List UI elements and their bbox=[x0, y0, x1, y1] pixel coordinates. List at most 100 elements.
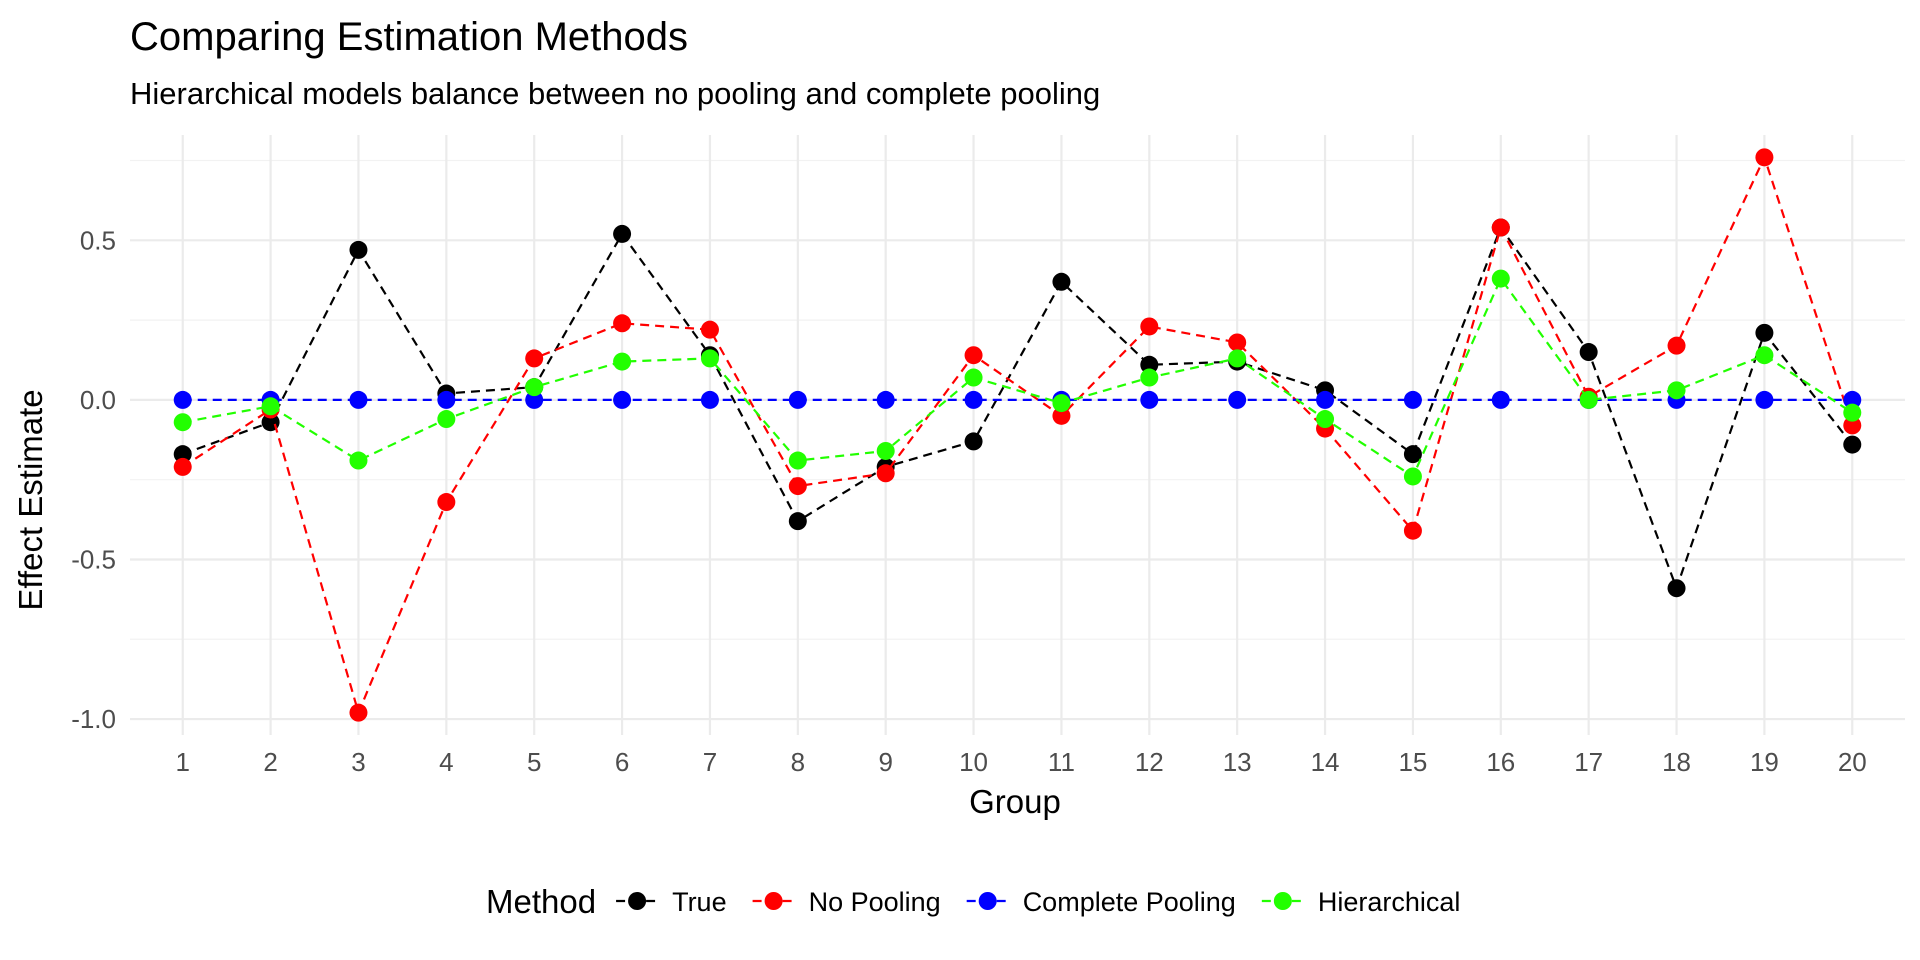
data-point-hierarchical bbox=[964, 368, 983, 387]
x-tick-label: 1 bbox=[175, 747, 189, 777]
legend-label-complete-pooling: Complete Pooling bbox=[1023, 887, 1236, 917]
data-point-complete-pooling bbox=[437, 390, 456, 409]
data-point-true bbox=[1403, 445, 1422, 464]
x-axis-ticks: 1 2 3 4 5 6 7 8 9 10 11 12 13 14 15 16 17 18 19 20 bbox=[175, 747, 1866, 777]
y-tick-label: 0.5 bbox=[80, 225, 116, 255]
legend-key-point-complete-pooling bbox=[978, 892, 997, 910]
chart-subtitle: Hierarchical models balance between no p… bbox=[130, 76, 1100, 111]
grid bbox=[130, 135, 1905, 735]
data-point-no-pooling bbox=[964, 346, 983, 365]
data-point-no-pooling bbox=[700, 320, 719, 339]
series-layer bbox=[173, 148, 1862, 722]
data-point-hierarchical bbox=[261, 397, 280, 416]
data-point-no-pooling bbox=[525, 349, 544, 368]
y-tick-label: 0.0 bbox=[80, 385, 116, 415]
data-point-hierarchical bbox=[1316, 410, 1335, 429]
data-point-no-pooling bbox=[1052, 406, 1071, 425]
data-point-no-pooling bbox=[788, 477, 807, 496]
data-point-true bbox=[613, 224, 632, 243]
x-tick-label: 3 bbox=[351, 747, 365, 777]
data-point-hierarchical bbox=[1140, 368, 1159, 387]
data-point-no-pooling bbox=[1843, 416, 1862, 435]
legend-label-true: True bbox=[672, 887, 727, 917]
legend-title: Method bbox=[486, 883, 596, 920]
data-point-complete-pooling bbox=[1755, 390, 1774, 409]
data-point-hierarchical bbox=[437, 410, 456, 429]
legend-label-hierarchical: Hierarchical bbox=[1318, 887, 1461, 917]
data-point-true bbox=[788, 512, 807, 531]
data-point-complete-pooling bbox=[788, 390, 807, 409]
data-point-true bbox=[1755, 323, 1774, 342]
x-axis-title: Group bbox=[969, 783, 1061, 820]
x-tick-label: 12 bbox=[1135, 747, 1164, 777]
data-point-complete-pooling bbox=[525, 390, 544, 409]
x-tick-label: 7 bbox=[703, 747, 717, 777]
data-point-hierarchical bbox=[1491, 269, 1510, 288]
data-point-complete-pooling bbox=[964, 390, 983, 409]
x-tick-label: 18 bbox=[1662, 747, 1691, 777]
series-line-true bbox=[182, 225, 1854, 592]
data-point-hierarchical bbox=[1667, 381, 1686, 400]
data-point-complete-pooling bbox=[173, 390, 192, 409]
data-point-no-pooling bbox=[1140, 317, 1159, 336]
legend-key-point-hierarchical bbox=[1273, 892, 1292, 910]
data-point-no-pooling bbox=[349, 703, 368, 722]
data-point-true bbox=[1843, 435, 1862, 454]
data-point-no-pooling bbox=[173, 457, 192, 476]
legend-items: True No Pooling Complete Pooling Hierarchic… bbox=[616, 887, 1460, 917]
data-point-complete-pooling bbox=[700, 390, 719, 409]
x-tick-label: 2 bbox=[263, 747, 277, 777]
data-point-no-pooling bbox=[1491, 218, 1510, 237]
x-tick-label: 19 bbox=[1750, 747, 1779, 777]
data-point-complete-pooling bbox=[349, 390, 368, 409]
x-tick-label: 17 bbox=[1574, 747, 1603, 777]
data-point-no-pooling bbox=[1667, 336, 1686, 355]
data-point-hierarchical bbox=[1843, 403, 1862, 422]
data-point-true bbox=[1579, 343, 1598, 362]
series-line-hierarchical bbox=[182, 276, 1853, 479]
y-tick-label: -1.0 bbox=[71, 704, 116, 734]
data-point-hierarchical bbox=[1579, 390, 1598, 409]
x-tick-label: 4 bbox=[439, 747, 453, 777]
data-point-hierarchical bbox=[788, 451, 807, 470]
x-tick-label: 20 bbox=[1838, 747, 1867, 777]
data-point-hierarchical bbox=[613, 352, 632, 371]
data-point-complete-pooling bbox=[876, 390, 895, 409]
data-point-true bbox=[1140, 355, 1159, 374]
data-point-complete-pooling bbox=[1403, 390, 1422, 409]
x-tick-label: 8 bbox=[791, 747, 805, 777]
data-point-true bbox=[173, 445, 192, 464]
series-line-no-pooling bbox=[182, 154, 1854, 716]
y-axis-title: Effect Estimate bbox=[12, 389, 49, 610]
data-point-true bbox=[1052, 272, 1071, 291]
x-tick-label: 13 bbox=[1223, 747, 1252, 777]
data-point-hierarchical bbox=[1228, 349, 1247, 368]
data-point-hierarchical bbox=[1403, 467, 1422, 486]
y-axis-ticks: -1.0 -0.5 0.0 0.5 bbox=[71, 225, 116, 734]
data-point-hierarchical bbox=[349, 451, 368, 470]
data-point-complete-pooling bbox=[1491, 390, 1510, 409]
data-point-hierarchical bbox=[700, 349, 719, 368]
data-point-hierarchical bbox=[876, 441, 895, 460]
x-tick-label: 11 bbox=[1048, 747, 1075, 777]
x-tick-label: 5 bbox=[527, 747, 541, 777]
x-tick-label: 6 bbox=[615, 747, 629, 777]
data-point-no-pooling bbox=[1228, 333, 1247, 352]
data-point-true bbox=[349, 240, 368, 259]
legend-label-no-pooling: No Pooling bbox=[809, 887, 941, 917]
data-point-complete-pooling bbox=[1140, 390, 1159, 409]
x-tick-label: 15 bbox=[1398, 747, 1427, 777]
data-point-complete-pooling bbox=[1228, 390, 1247, 409]
data-point-true bbox=[1667, 579, 1686, 598]
data-point-no-pooling bbox=[1403, 521, 1422, 540]
data-point-hierarchical bbox=[525, 378, 544, 397]
data-point-hierarchical bbox=[1755, 346, 1774, 365]
x-tick-label: 16 bbox=[1486, 747, 1515, 777]
legend-key-point-true bbox=[628, 892, 647, 910]
x-tick-label: 9 bbox=[878, 747, 892, 777]
data-point-true bbox=[964, 432, 983, 451]
chart-title: Comparing Estimation Methods bbox=[130, 15, 688, 59]
x-tick-label: 10 bbox=[959, 747, 988, 777]
data-point-no-pooling bbox=[437, 493, 456, 512]
